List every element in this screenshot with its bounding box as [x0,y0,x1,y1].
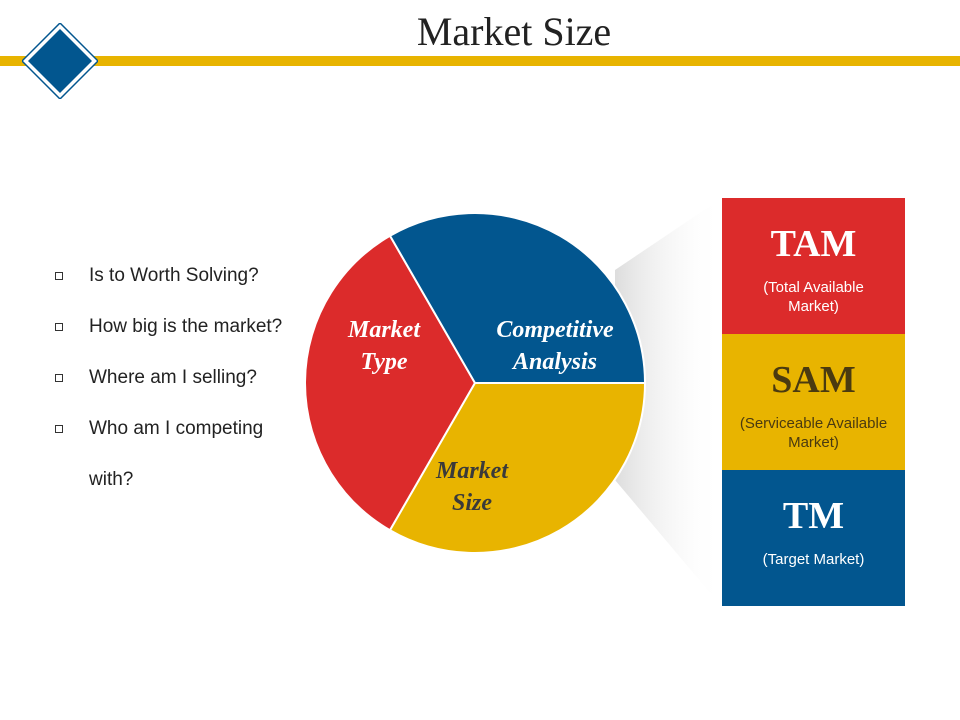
label-line: Type [360,349,408,375]
question-list: Is to Worth Solving? How big is the mark… [50,250,320,505]
pie-label-market-type: Market Type [320,314,448,378]
checkbox-bullet-icon [55,323,63,331]
tam-abbr: TAM [770,223,857,265]
list-item-continuation: with? [50,454,320,505]
checkbox-bullet-icon [55,272,63,280]
tm-box: TM (Target Market) [722,470,905,606]
title-bar [0,56,960,66]
sam-abbr: SAM [771,359,856,401]
sam-box: SAM (Serviceable Available Market) [722,334,905,470]
question-text: with? [89,469,134,490]
pie-segment-competitive-analysis [388,212,647,384]
pie-label-market-size: Market Size [408,455,536,519]
question-text: Where am I selling? [89,367,257,388]
market-stack: TAM (Total Available Market) SAM (Servic… [722,198,905,606]
question-text: Who am I competing [89,418,264,439]
label-line: Market [348,317,420,343]
checkbox-bullet-icon [55,425,63,433]
checkbox-bullet-icon [55,374,63,382]
pie-segment-market-size [388,382,647,554]
list-item: How big is the market? [50,301,320,352]
pie-segment-market-type [304,234,477,532]
sam-desc: (Serviceable Available Market) [739,415,888,451]
list-item: Where am I selling? [50,352,320,403]
label-line: Analysis [512,349,598,375]
callout-wedge [615,198,722,607]
tm-abbr: TM [782,495,845,537]
list-item: Who am I competing [50,403,320,454]
question-text: Is to Worth Solving? [89,265,259,286]
tam-desc: (Total Available Market) [763,279,864,315]
tam-box: TAM (Total Available Market) [722,198,905,334]
label-line: Competitive [496,317,614,343]
page-title-wrap: Market Size [0,8,960,56]
diamond-logo-icon [22,23,98,99]
label-line: Market [436,458,508,484]
pie-label-competitive-analysis: Competitive Analysis [478,314,632,378]
tm-desc: (Target Market) [762,551,865,568]
list-item: Is to Worth Solving? [50,250,320,301]
label-line: Size [451,490,492,516]
pie-chart [304,212,647,554]
question-text: How big is the market? [89,316,283,337]
page-title: Market Size [412,9,616,54]
